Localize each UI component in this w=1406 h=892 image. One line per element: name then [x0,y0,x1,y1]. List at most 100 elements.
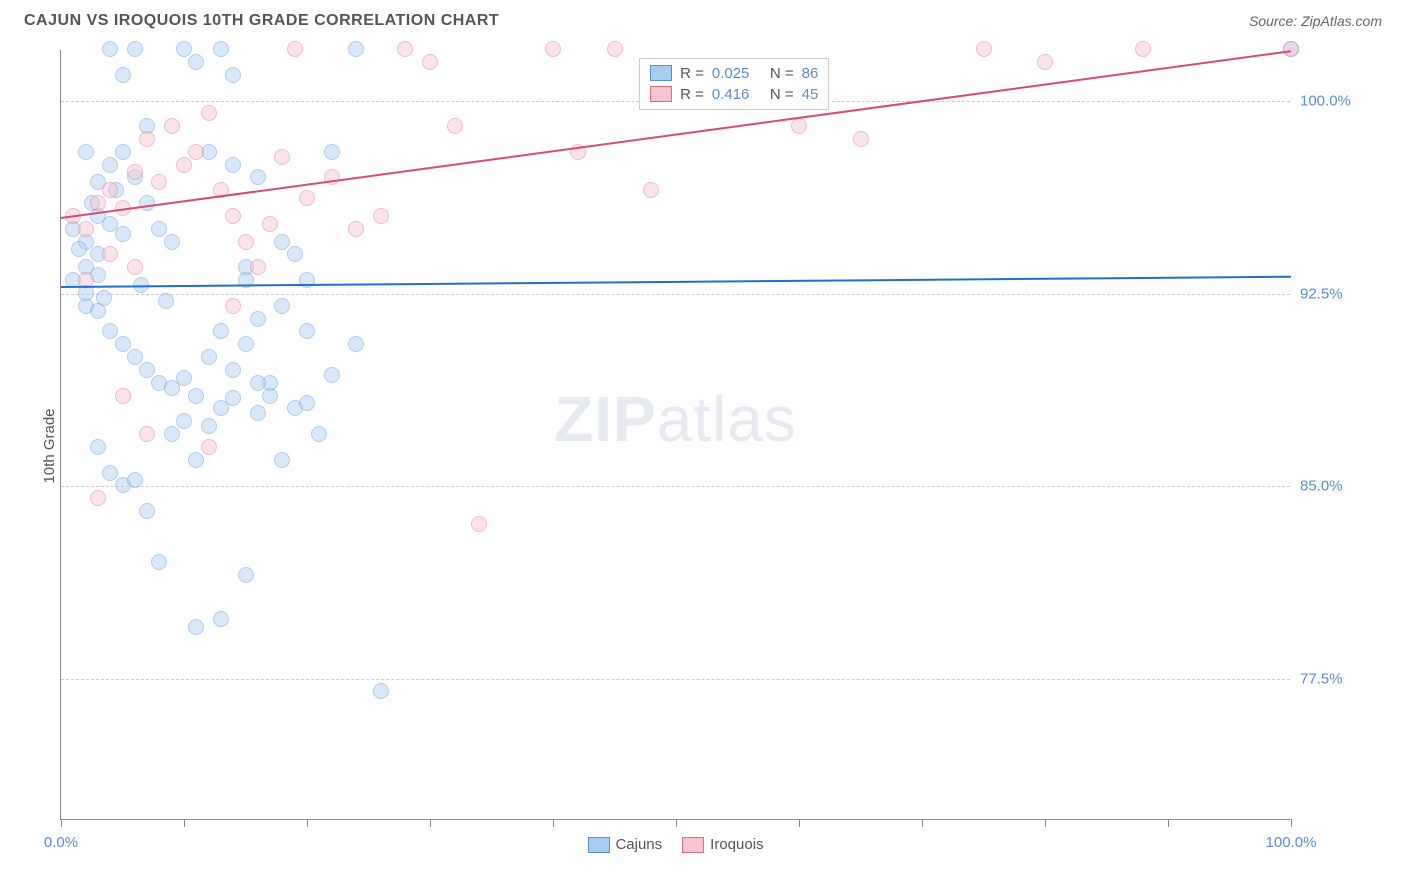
legend-row: R =0.416N =45 [650,86,818,103]
data-point [188,144,204,160]
x-tick-label: 100.0% [1266,834,1317,851]
data-point [607,41,623,57]
data-point [158,293,174,309]
data-point [115,67,131,83]
data-point [139,362,155,378]
data-point [1135,41,1151,57]
data-point [90,195,106,211]
x-tick [1168,819,1169,827]
data-point [250,405,266,421]
data-point [127,164,143,180]
data-point [188,452,204,468]
data-point [139,131,155,147]
legend-swatch [650,86,672,102]
data-point [324,367,340,383]
data-point [274,149,290,165]
data-point [348,41,364,57]
data-point [127,259,143,275]
data-point [545,41,561,57]
data-point [643,182,659,198]
data-point [164,234,180,250]
data-point [262,388,278,404]
data-point [422,54,438,70]
data-point [348,336,364,352]
data-point [213,323,229,339]
data-point [373,683,389,699]
data-point [238,567,254,583]
data-point [287,246,303,262]
data-point [188,619,204,635]
data-point [274,234,290,250]
legend-swatch [650,65,672,81]
data-point [213,41,229,57]
legend-swatch [682,837,704,853]
legend-label: Iroquois [710,836,763,853]
data-point [373,208,389,224]
x-tick [799,819,800,827]
data-point [471,516,487,532]
data-point [102,182,118,198]
x-tick-label: 0.0% [44,834,78,851]
legend-item: Iroquois [682,836,763,853]
y-tick-label: 92.5% [1300,285,1370,302]
data-point [96,290,112,306]
data-point [102,41,118,57]
data-point [853,131,869,147]
data-point [164,118,180,134]
data-point [102,465,118,481]
data-point [225,390,241,406]
data-point [115,144,131,160]
data-point [225,67,241,83]
gridline [61,679,1290,680]
data-point [201,349,217,365]
y-tick-label: 85.0% [1300,478,1370,495]
data-point [139,426,155,442]
data-point [151,221,167,237]
gridline [61,294,1290,295]
data-point [102,157,118,173]
chart-title: CAJUN VS IROQUOIS 10TH GRADE CORRELATION… [24,12,499,30]
legend-row: R =0.025N =86 [650,65,818,82]
data-point [115,226,131,242]
data-point [250,375,266,391]
data-point [176,413,192,429]
data-point [78,221,94,237]
data-point [311,426,327,442]
data-point [299,190,315,206]
data-point [250,169,266,185]
data-point [225,362,241,378]
watermark: ZIPatlas [554,382,797,456]
x-tick [922,819,923,827]
data-point [238,336,254,352]
data-point [791,118,807,134]
x-tick [553,819,554,827]
data-point [151,554,167,570]
data-point [78,144,94,160]
data-point [976,41,992,57]
series-legend: CajunsIroquois [587,836,763,853]
data-point [127,41,143,57]
data-point [274,452,290,468]
x-tick [430,819,431,827]
x-tick [184,819,185,827]
scatter-chart: ZIPatlas 77.5%85.0%92.5%100.0%0.0%100.0%… [60,50,1290,820]
data-point [102,246,118,262]
gridline [61,486,1290,487]
y-tick-label: 100.0% [1300,93,1370,110]
data-point [250,259,266,275]
data-point [188,54,204,70]
data-point [238,234,254,250]
data-point [213,611,229,627]
x-tick [61,819,62,827]
data-point [225,157,241,173]
x-tick [1045,819,1046,827]
chart-source: Source: ZipAtlas.com [1249,13,1382,29]
data-point [324,144,340,160]
y-tick-label: 77.5% [1300,670,1370,687]
x-tick [307,819,308,827]
data-point [115,388,131,404]
data-point [127,349,143,365]
data-point [71,241,87,257]
data-point [225,208,241,224]
data-point [176,157,192,173]
